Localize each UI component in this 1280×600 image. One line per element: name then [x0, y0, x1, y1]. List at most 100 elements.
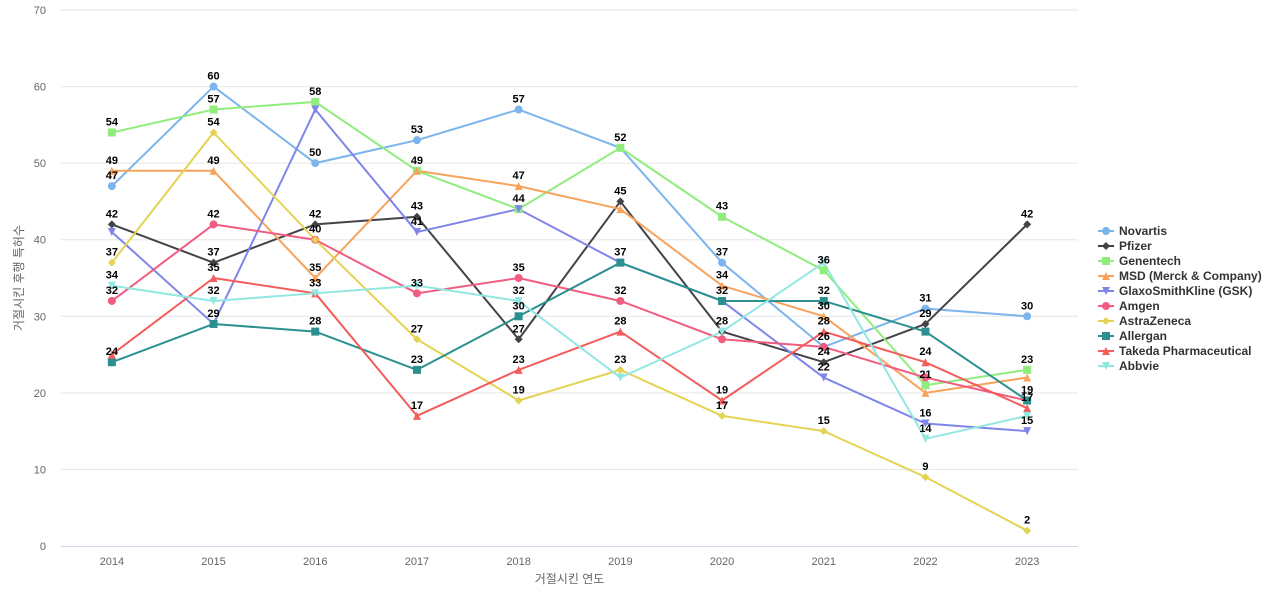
series-point-novartis	[718, 258, 727, 267]
legend-marker	[1102, 302, 1110, 310]
series-point-takeda-pharmaceutical	[1023, 404, 1032, 413]
series-point-novartis	[107, 182, 116, 191]
series-line-abbvie	[111, 261, 1028, 440]
data-label: 9	[922, 461, 928, 473]
legend-item-allergan: Allergan	[1098, 329, 1167, 343]
data-label: 29	[919, 308, 931, 320]
series-point-amgen	[718, 335, 727, 344]
series-point-msd-merck-company	[718, 281, 727, 290]
series-point-astrazeneca	[209, 128, 218, 137]
data-label: 15	[1021, 415, 1033, 427]
x-axis-title: 거절시킨 연도	[535, 572, 605, 586]
y-tick-label: 20	[34, 388, 46, 400]
series-point-pfizer	[616, 197, 625, 206]
series-point-msd-merck-company	[1023, 373, 1032, 382]
series-point-novartis	[1023, 312, 1032, 321]
y-axis-ticks: 0 10 20 30 40 50 60 70	[34, 5, 46, 553]
data-label: 23	[614, 354, 626, 366]
series-point-astrazeneca	[1023, 526, 1032, 535]
data-label: 34	[106, 270, 119, 282]
series-point-astrazeneca	[819, 427, 828, 436]
data-label: 35	[309, 262, 321, 274]
grid-lines	[61, 9, 1078, 470]
series-point-msd-merck-company	[311, 274, 320, 282]
legend-label: AstraZeneca	[1119, 314, 1191, 328]
data-label: 37	[716, 247, 728, 259]
series-point-astrazeneca	[311, 235, 320, 244]
series-point-msd-merck-company	[921, 388, 930, 397]
series-point-abbvie	[412, 281, 421, 290]
data-label: 28	[309, 316, 321, 328]
x-tick-label: 2022	[913, 556, 937, 568]
series-point-glaxosmithkline-gsk	[819, 373, 828, 382]
series-point-takeda-pharmaceutical	[209, 274, 218, 282]
data-label: 60	[207, 71, 219, 83]
series-point-amgen	[819, 342, 828, 351]
series-point-abbvie	[209, 296, 218, 305]
legend-label: Allergan	[1119, 329, 1167, 343]
legend-label: Takeda Pharmaceutical	[1119, 344, 1252, 358]
x-axis-ticks: 2014 2015 2016 2017 2018 2019 2020 2021 2022 2023	[100, 556, 1040, 568]
data-label: 57	[513, 94, 525, 106]
data-label: 37	[106, 247, 118, 259]
series-point-msd-merck-company	[209, 166, 218, 175]
series-point-pfizer	[514, 335, 523, 344]
series-point-amgen	[209, 220, 218, 229]
legend-item-glaxosmithkline-gsk: GlaxoSmithKline (GSK)	[1098, 284, 1252, 298]
series-line-takeda-pharmaceutical	[111, 277, 1028, 417]
series-point-glaxosmithkline-gsk	[514, 205, 523, 214]
data-label: 44	[513, 193, 526, 205]
data-label: 17	[716, 400, 728, 412]
x-tick-label: 2019	[608, 556, 632, 568]
series-point-abbvie	[1023, 411, 1032, 420]
data-label: 28	[818, 316, 830, 328]
legend-marker	[1102, 242, 1110, 250]
legend-marker	[1102, 287, 1110, 295]
series-point-msd-merck-company	[616, 205, 625, 214]
series-point-genentech	[921, 381, 930, 390]
legend-marker	[1102, 332, 1110, 340]
x-tick-label: 2014	[100, 556, 124, 568]
series-line-astrazeneca	[111, 131, 1028, 532]
legend-label: GlaxoSmithKline (GSK)	[1119, 284, 1252, 298]
legend-item-pfizer: Pfizer	[1098, 239, 1152, 253]
data-label: 43	[411, 201, 423, 213]
data-label: 30	[1021, 300, 1033, 312]
series-point-allergan	[819, 296, 828, 305]
legend-item-amgen: Amgen	[1098, 299, 1160, 313]
series-point-genentech	[311, 97, 320, 106]
series-point-takeda-pharmaceutical	[107, 350, 116, 359]
series-point-abbvie	[514, 296, 523, 305]
legend-marker	[1102, 317, 1110, 325]
series-point-abbvie	[921, 434, 930, 443]
data-label: 27	[411, 323, 423, 335]
x-tick-label: 2016	[303, 556, 327, 568]
data-label: 42	[1021, 208, 1033, 220]
y-tick-label: 50	[34, 158, 46, 170]
data-label: 17	[1021, 392, 1033, 404]
data-label: 37	[614, 247, 626, 259]
series-line-pfizer	[111, 200, 1028, 364]
data-label: 2	[1024, 515, 1030, 527]
data-label: 22	[818, 362, 830, 374]
data-label: 42	[207, 208, 219, 220]
legend-label: MSD (Merck & Company)	[1119, 269, 1262, 283]
series-point-takeda-pharmaceutical	[718, 396, 727, 405]
data-label: 30	[513, 300, 525, 312]
series-point-allergan	[209, 319, 218, 328]
legend-label: Abbvie	[1119, 359, 1159, 373]
data-label: 32	[716, 285, 728, 297]
series-point-amgen	[107, 296, 116, 305]
data-label: 34	[716, 270, 729, 282]
series-point-allergan	[311, 327, 320, 336]
series-point-pfizer	[107, 220, 116, 229]
data-label: 49	[207, 155, 219, 167]
data-label: 23	[1021, 354, 1033, 366]
x-tick-label: 2015	[201, 556, 225, 568]
series-point-pfizer	[412, 212, 421, 221]
data-label: 24	[106, 346, 119, 358]
series-line-novartis	[111, 85, 1028, 348]
y-tick-label: 0	[40, 541, 46, 553]
series-point-glaxosmithkline-gsk	[921, 419, 930, 428]
series-lines	[111, 85, 1028, 532]
